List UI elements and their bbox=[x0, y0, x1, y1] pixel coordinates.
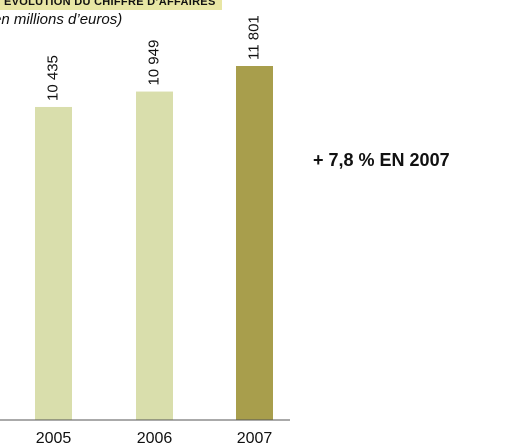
x-tick-label-2006: 2006 bbox=[137, 430, 173, 446]
bars-layer bbox=[35, 66, 273, 420]
value-label-2005: 10 435 bbox=[44, 55, 61, 101]
bar-2005 bbox=[35, 106, 72, 420]
bar-2007 bbox=[236, 66, 273, 420]
value-label-2006: 10 949 bbox=[145, 40, 162, 86]
bar-2006 bbox=[136, 91, 173, 420]
chart-title-band: ÉVOLUTION DU CHIFFRE D’AFFAIRES bbox=[0, 0, 288, 11]
growth-annotation: + 7,8 % EN 2007 bbox=[313, 150, 450, 170]
chart-subtitle: (en millions d’euros) bbox=[0, 11, 123, 28]
x-tick-label-2007: 2007 bbox=[237, 430, 273, 446]
chart-title: ÉVOLUTION DU CHIFFRE D’AFFAIRES bbox=[0, 0, 222, 10]
labels-layer: 10 435 2005 10 949 2006 11 801 2007 bbox=[36, 15, 273, 446]
value-label-2007: 11 801 bbox=[245, 15, 262, 60]
x-tick-label-2005: 2005 bbox=[36, 430, 72, 446]
